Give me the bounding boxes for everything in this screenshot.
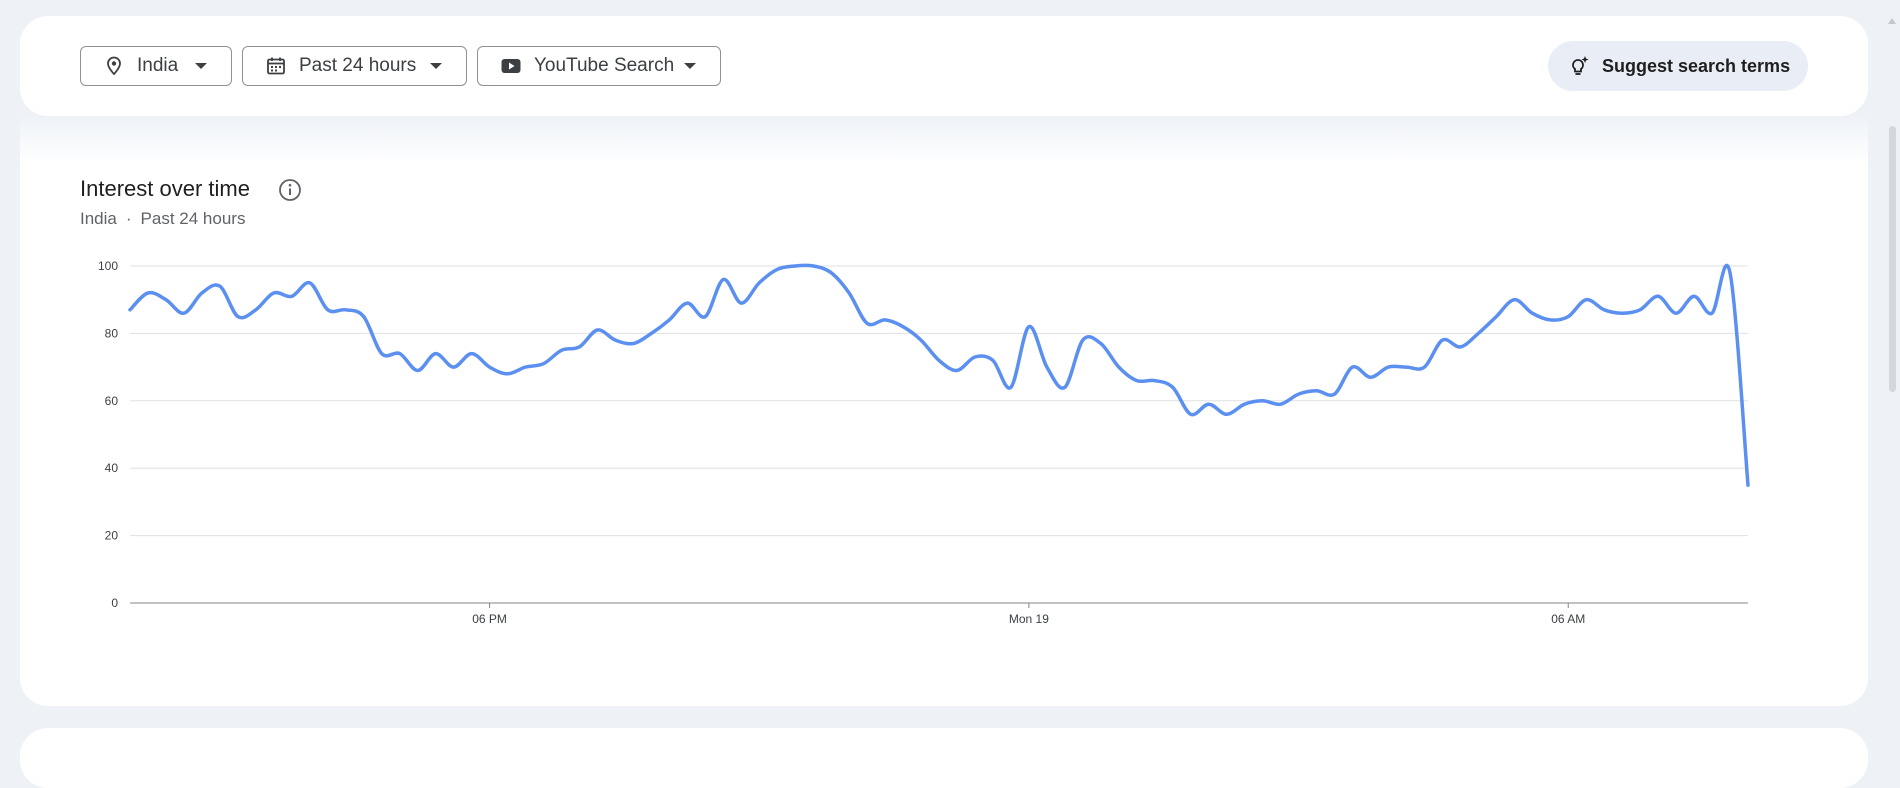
- subtitle-separator: ·: [125, 209, 132, 228]
- location-label: India: [137, 55, 179, 76]
- scroll-up-arrow[interactable]: [1888, 18, 1896, 24]
- x-tick-label: Mon 19: [1009, 612, 1049, 626]
- interest-over-time-card: Interest over time India · Past 24 hours 0…: [20, 116, 1868, 706]
- y-tick-label: 100: [98, 259, 118, 273]
- info-icon[interactable]: [278, 178, 302, 202]
- x-tick-label: 06 PM: [472, 612, 507, 626]
- next-section-card: [20, 728, 1868, 788]
- time-range-label: Past 24 hours: [299, 55, 417, 76]
- interest-series-line: [128, 263, 1750, 487]
- subtitle-time-range: Past 24 hours: [140, 209, 246, 228]
- chevron-down-icon: [684, 63, 696, 69]
- chevron-down-icon: [195, 63, 207, 69]
- location-dropdown[interactable]: India: [80, 46, 232, 86]
- y-tick-label: 20: [105, 529, 119, 543]
- y-tick-label: 0: [111, 596, 118, 610]
- suggest-search-terms-label: Suggest search terms: [1602, 55, 1791, 76]
- chevron-down-icon: [430, 63, 442, 69]
- location-pin-icon: [103, 55, 125, 77]
- lightbulb-sparkle-icon: [1570, 55, 1590, 77]
- calendar-icon: [265, 55, 287, 77]
- y-tick-label: 80: [105, 326, 119, 340]
- y-tick-label: 40: [105, 461, 119, 475]
- suggest-search-terms-button[interactable]: Suggest search terms: [1548, 41, 1808, 91]
- chart-subtitle: India · Past 24 hours: [80, 209, 245, 229]
- filter-bar: India Past 24 hours YouTube Search Sugge…: [20, 16, 1868, 116]
- search-property-label: YouTube Search: [534, 55, 675, 76]
- time-range-dropdown[interactable]: Past 24 hours: [242, 46, 467, 86]
- x-tick-label: 06 AM: [1551, 612, 1585, 626]
- y-tick-label: 60: [105, 394, 119, 408]
- scrollbar-thumb[interactable]: [1889, 126, 1896, 392]
- search-property-dropdown[interactable]: YouTube Search: [477, 46, 721, 86]
- youtube-icon: [500, 55, 522, 77]
- chart-title: Interest over time: [80, 176, 250, 201]
- subtitle-location: India: [80, 209, 117, 228]
